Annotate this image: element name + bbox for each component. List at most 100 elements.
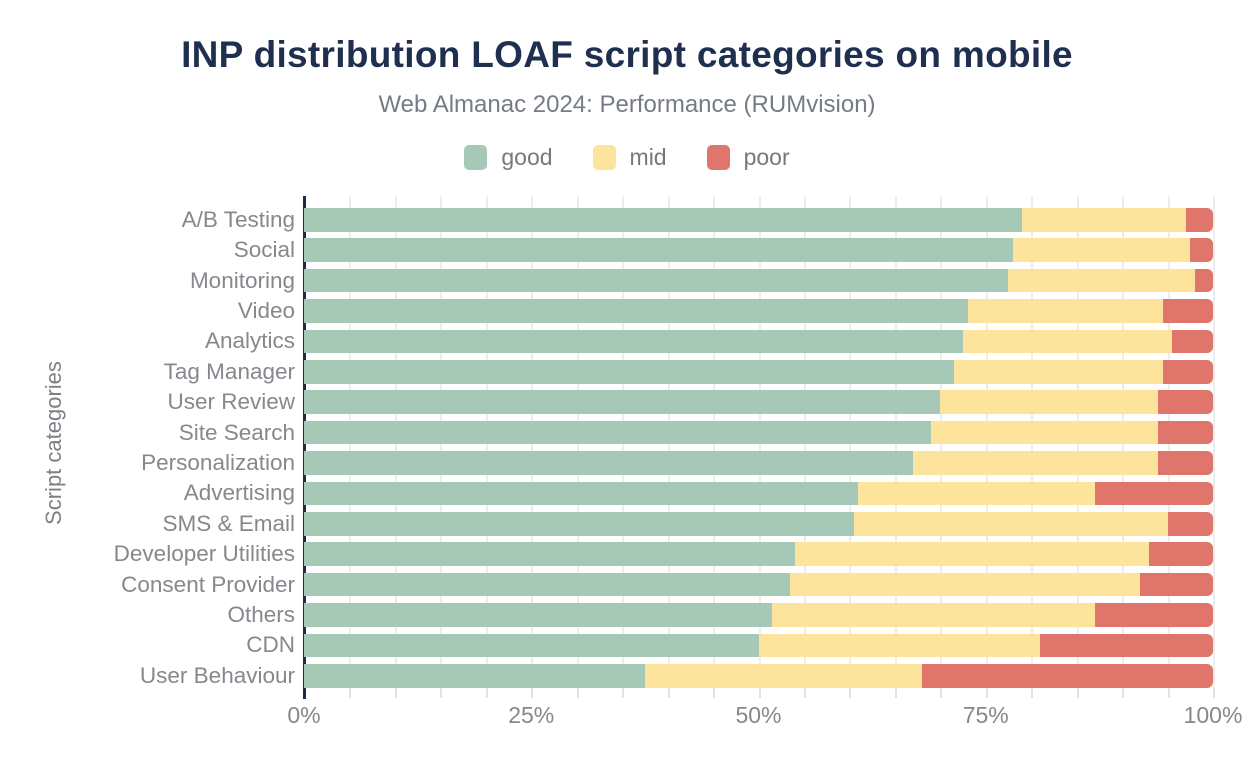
- x-axis-tick: [349, 688, 352, 698]
- x-axis-tick: [940, 688, 943, 698]
- bar-segment-good: [304, 451, 914, 475]
- category-label: Personalization: [141, 449, 295, 475]
- bar-segment-mid: [858, 481, 1095, 506]
- category-label: Analytics: [204, 328, 295, 354]
- bar-row: [304, 238, 1213, 262]
- x-axis-tick-label: 100%: [1183, 702, 1243, 728]
- category-label: Advertising: [183, 480, 295, 506]
- x-axis-tick: [758, 688, 761, 698]
- bar-segment-good: [304, 512, 854, 536]
- x-axis-tick: [803, 688, 806, 698]
- category-label: Social: [233, 237, 295, 263]
- bar-segment-mid: [940, 390, 1159, 414]
- bar-segment-mid: [1013, 238, 1191, 262]
- category-label: A/B Testing: [181, 206, 295, 232]
- category-label: Monitoring: [189, 267, 295, 293]
- bar-row: [304, 664, 1213, 688]
- bar-segment-mid: [790, 572, 1141, 597]
- bar-segment-mid: [1022, 208, 1186, 232]
- x-axis-tick: [576, 688, 579, 698]
- category-label: User Review: [167, 389, 295, 415]
- bar-segment-mid: [794, 542, 1150, 566]
- bar-segment-good: [304, 572, 791, 597]
- plot-area: [303, 196, 1215, 699]
- bar-segment-poor: [1162, 299, 1213, 323]
- bar-segment-poor: [1140, 572, 1213, 597]
- bar-segment-good: [304, 633, 759, 658]
- x-axis-tick: [485, 688, 488, 698]
- bar-segment-poor: [1094, 603, 1213, 627]
- bar-segment-mid: [931, 420, 1159, 445]
- legend: good mid poor: [0, 144, 1254, 171]
- bar-row: [304, 603, 1213, 627]
- bar-segment-mid: [853, 512, 1168, 536]
- category-label: Developer Utilities: [113, 541, 295, 567]
- x-axis-tick: [1122, 688, 1125, 698]
- bar-segment-poor: [1194, 268, 1213, 293]
- bar-segment-mid: [772, 603, 1095, 627]
- bar-segment-poor: [1162, 360, 1213, 384]
- category-label: SMS & Email: [162, 510, 295, 536]
- bar-segment-good: [304, 420, 932, 445]
- legend-item-good: good: [464, 144, 553, 171]
- bar-row: [304, 542, 1213, 566]
- x-axis-tick: [667, 688, 670, 698]
- x-axis-tick: [985, 688, 988, 698]
- x-axis-tick-label: 50%: [735, 702, 782, 728]
- bar-segment-good: [304, 268, 1009, 293]
- bar-row: [304, 329, 1213, 354]
- category-label: Others: [227, 601, 295, 627]
- legend-item-mid: mid: [592, 144, 667, 171]
- bar-row: [304, 390, 1213, 414]
- x-axis-tick-label: 0%: [287, 702, 321, 728]
- legend-swatch-poor: [706, 145, 730, 170]
- bar-row: [304, 633, 1213, 658]
- legend-label: poor: [743, 144, 790, 170]
- bar-segment-poor: [1094, 481, 1213, 506]
- bar-segment-mid: [953, 360, 1163, 384]
- x-axis-tick-label: 75%: [962, 702, 1009, 728]
- y-axis-line: [303, 196, 306, 699]
- legend-label: good: [501, 144, 553, 170]
- category-label: CDN: [246, 632, 295, 658]
- x-axis-tick: [1167, 688, 1170, 698]
- x-axis-tick: [531, 688, 534, 698]
- bar-row: [304, 420, 1213, 445]
- category-label: Video: [237, 297, 295, 323]
- bar-segment-mid: [963, 329, 1173, 354]
- bar-segment-poor: [1190, 238, 1213, 262]
- bar-segment-poor: [1167, 512, 1213, 536]
- x-axis-tick-label: 25%: [508, 702, 555, 728]
- bar-segment-good: [304, 299, 968, 323]
- bar-row: [304, 512, 1213, 536]
- bar-segment-poor: [1185, 208, 1213, 232]
- bar-row: [304, 481, 1213, 506]
- legend-swatch-mid: [592, 145, 616, 170]
- bar-row: [304, 268, 1213, 293]
- category-label: Consent Provider: [121, 571, 295, 597]
- bar-segment-mid: [1008, 268, 1195, 293]
- bar-segment-good: [304, 390, 941, 414]
- bar-segment-mid: [758, 633, 1041, 658]
- bar-segment-poor: [1158, 420, 1213, 445]
- bar-segment-poor: [1149, 542, 1213, 566]
- category-label: Tag Manager: [163, 358, 295, 384]
- chart-title: INP distribution LOAF script categories …: [181, 34, 1073, 75]
- bar-row: [304, 208, 1213, 232]
- bar-row: [304, 299, 1213, 323]
- bar-segment-good: [304, 603, 773, 627]
- bar-segment-good: [304, 481, 859, 506]
- bar-segment-good: [304, 542, 795, 566]
- legend-swatch-good: [464, 145, 488, 170]
- bar-segment-poor: [1172, 329, 1213, 354]
- bar-segment-good: [304, 238, 1014, 262]
- bar-segment-poor: [1158, 390, 1213, 414]
- bar-segment-poor: [1040, 633, 1213, 658]
- x-axis-tick: [394, 688, 397, 698]
- bar-segment-mid: [644, 664, 923, 688]
- legend-label: mid: [629, 144, 667, 170]
- x-axis-tick: [1213, 688, 1215, 698]
- bar-row: [304, 572, 1213, 597]
- bar-segment-good: [304, 329, 964, 354]
- bar-segment-mid: [913, 451, 1159, 475]
